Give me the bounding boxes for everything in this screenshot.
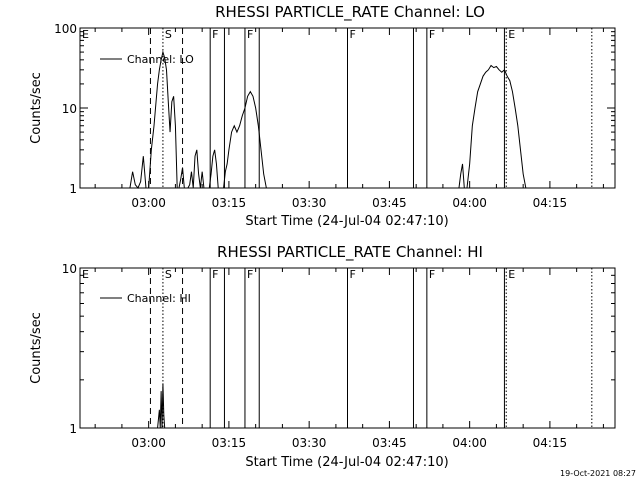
series-lo [129, 50, 532, 189]
event-marker-label: F [350, 268, 356, 281]
x-tick-label: 03:00 [131, 196, 166, 210]
event-marker-label: F [350, 28, 356, 41]
series-line [129, 50, 532, 189]
y-tick-label: 10 [62, 262, 77, 276]
x-axis-label-hi: Start Time (24-Jul-04 02:47:10) [245, 455, 448, 470]
event-marker-label: F [429, 268, 435, 281]
y-tick-label: 1 [69, 422, 77, 436]
event-marker-label: E [508, 28, 515, 41]
event-marker-label: F [247, 268, 253, 281]
x-tick-label: 04:15 [533, 436, 568, 450]
event-marker-label: F [429, 28, 435, 41]
x-tick-label: 04:00 [452, 436, 487, 450]
event-marker-label: S [165, 28, 172, 41]
panel-lo: RHESSI PARTICLE_RATE Channel: LO Counts/… [29, 3, 616, 229]
y-axis-label-hi: Counts/sec [29, 312, 44, 384]
date-stamp: 19-Oct-2021 08:27 [560, 469, 636, 478]
event-marker-label: S [165, 268, 172, 281]
x-tick-label: 04:15 [533, 196, 568, 210]
axis-ticks-hi: 03:00 03:15 03:30 03:45 04:00 04:15 1 10 [62, 262, 615, 450]
x-axis-label-lo: Start Time (24-Jul-04 02:47:10) [245, 214, 448, 229]
chart-title-hi: RHESSI PARTICLE_RATE Channel: HI [217, 243, 483, 262]
legend-lo: Channel: LO [100, 53, 194, 66]
x-tick-label: 03:00 [131, 436, 166, 450]
series-hi [157, 383, 166, 429]
event-marker-label: E [82, 28, 89, 41]
panel-hi: RHESSI PARTICLE_RATE Channel: HI Counts/… [29, 243, 616, 470]
y-tick-label: 100 [54, 22, 77, 36]
y-tick-label: 10 [62, 102, 77, 116]
event-marker-label: F [247, 28, 253, 41]
x-tick-label: 03:30 [292, 436, 327, 450]
x-tick-label: 03:15 [212, 196, 247, 210]
event-marker-label: F [212, 268, 218, 281]
legend-hi: Channel: HI [100, 292, 191, 305]
x-tick-label: 03:45 [372, 196, 407, 210]
series-line [157, 383, 166, 429]
axis-ticks-lo: 03:00 03:15 03:30 03:45 04:00 04:15 1 10 100 [54, 22, 615, 210]
legend-label-lo: Channel: LO [127, 53, 194, 66]
y-axis-label-lo: Counts/sec [29, 72, 44, 144]
x-tick-label: 03:15 [212, 436, 247, 450]
x-tick-label: 03:45 [372, 436, 407, 450]
event-marker-label: E [82, 268, 89, 281]
event-marker-label: F [212, 28, 218, 41]
chart-title-lo: RHESSI PARTICLE_RATE Channel: LO [215, 3, 485, 22]
y-tick-label: 1 [69, 182, 77, 196]
legend-label-hi: Channel: HI [127, 292, 191, 305]
event-marker-label: E [508, 268, 515, 281]
x-tick-label: 04:00 [452, 196, 487, 210]
x-tick-label: 03:30 [292, 196, 327, 210]
